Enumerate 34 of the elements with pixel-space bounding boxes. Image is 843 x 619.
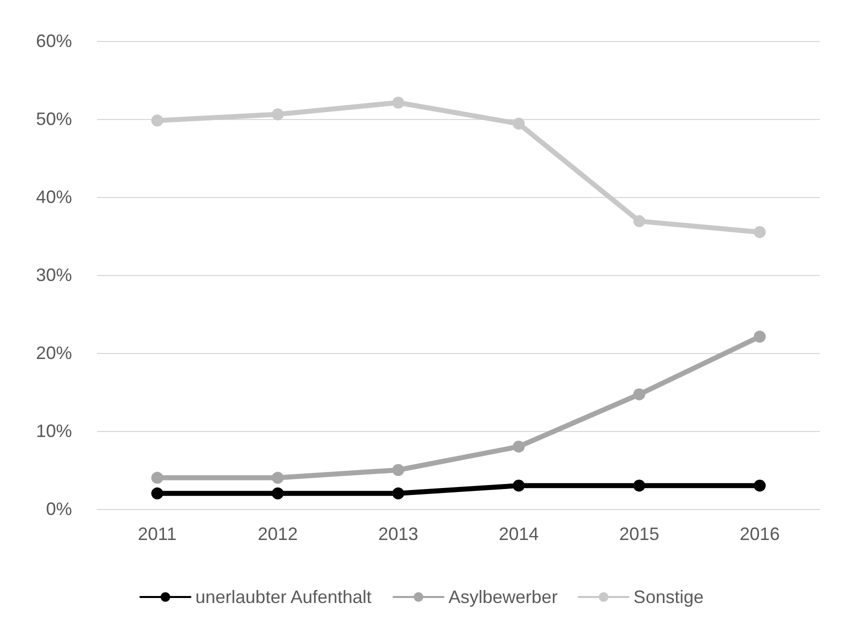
point (512, 440, 525, 453)
point (633, 388, 646, 400)
legend-label: Sonstige (634, 587, 704, 607)
x-tick-label: 2015 (619, 524, 660, 544)
point (392, 464, 404, 476)
x-tick-label: 2016 (740, 524, 780, 544)
x-tick-label: 2013 (378, 524, 418, 544)
point (633, 215, 646, 228)
point (754, 226, 766, 238)
x-tick-label: 2014 (498, 524, 539, 544)
point (151, 114, 164, 127)
point (392, 96, 404, 109)
y-tick-label: 20% (36, 343, 72, 363)
y-tick-label: 0% (46, 499, 72, 519)
point (392, 487, 404, 500)
point (151, 472, 164, 484)
y-tick-label: 10% (36, 421, 72, 441)
y-tick-label: 30% (36, 265, 72, 285)
point (754, 330, 766, 343)
point (151, 487, 164, 500)
x-tick-label: 2012 (258, 524, 298, 544)
point (272, 108, 284, 120)
y-tick-label: 60% (36, 31, 72, 51)
point (512, 480, 525, 492)
legend-label: unerlaubter Aufenthalt (195, 587, 372, 607)
point (512, 118, 525, 130)
legend-label: Asylbewerber (448, 587, 558, 607)
x-tick-label: 2011 (138, 524, 177, 544)
y-tick-label: 50% (36, 109, 72, 129)
point (272, 472, 284, 484)
point (272, 487, 284, 500)
point (633, 480, 646, 492)
point (754, 480, 766, 492)
y-tick-label: 40% (36, 187, 72, 207)
